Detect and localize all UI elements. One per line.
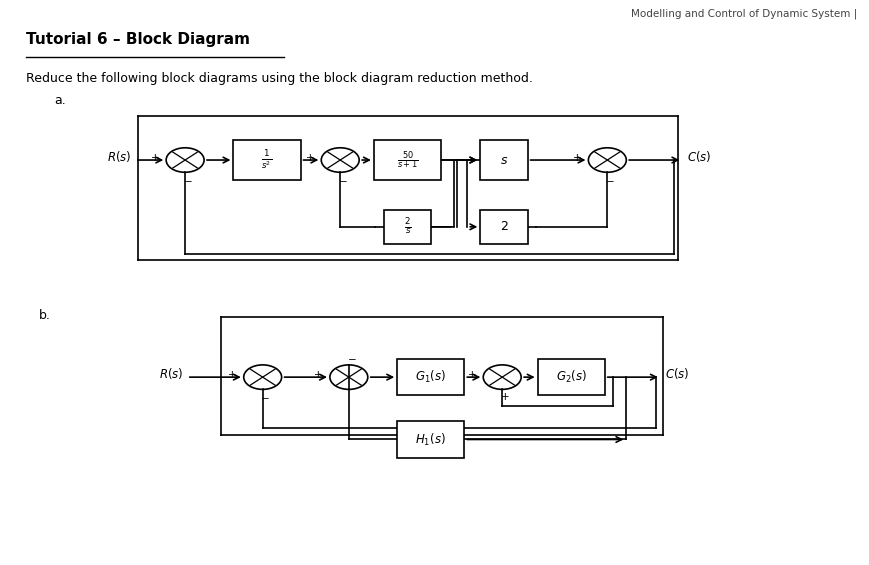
Text: Tutorial 6 – Block Diagram: Tutorial 6 – Block Diagram [26,32,249,47]
Text: $-$: $-$ [260,392,269,402]
FancyBboxPatch shape [233,140,300,180]
Text: $\frac{1}{s^2}$: $\frac{1}{s^2}$ [261,148,272,172]
FancyBboxPatch shape [480,210,527,244]
Text: $R(s)$: $R(s)$ [107,149,131,164]
Text: $C(s)$: $C(s)$ [664,366,689,381]
Text: $-$: $-$ [346,353,355,363]
Text: $-$: $-$ [337,175,348,185]
Text: $2$: $2$ [499,220,507,233]
Text: $C(s)$: $C(s)$ [686,149,710,164]
Text: $G_1(s)$: $G_1(s)$ [415,369,446,385]
Text: +: + [572,153,580,163]
Text: $R(s)$: $R(s)$ [159,366,183,381]
Text: +: + [150,153,159,163]
FancyBboxPatch shape [374,140,441,180]
FancyBboxPatch shape [537,359,604,395]
FancyBboxPatch shape [480,140,527,180]
Text: +: + [500,392,508,402]
Text: $\frac{50}{s+1}$: $\frac{50}{s+1}$ [396,149,418,171]
FancyBboxPatch shape [396,359,464,395]
Text: +: + [468,370,476,380]
Text: Reduce the following block diagrams using the block diagram reduction method.: Reduce the following block diagrams usin… [26,72,532,85]
Text: +: + [228,370,236,380]
FancyBboxPatch shape [396,421,464,458]
Text: a.: a. [54,94,66,107]
Text: Modelling and Control of Dynamic System |: Modelling and Control of Dynamic System … [630,8,856,19]
Text: $-$: $-$ [605,175,614,185]
Text: $s$: $s$ [499,154,507,167]
Text: +: + [314,370,322,380]
Text: +: + [305,153,314,163]
Text: $\frac{2}{s}$: $\frac{2}{s}$ [403,216,411,237]
Text: b.: b. [38,309,50,322]
Text: $H_1(s)$: $H_1(s)$ [415,432,446,447]
Text: $G_2(s)$: $G_2(s)$ [555,369,586,385]
FancyBboxPatch shape [383,210,431,244]
Text: $-$: $-$ [182,175,192,185]
